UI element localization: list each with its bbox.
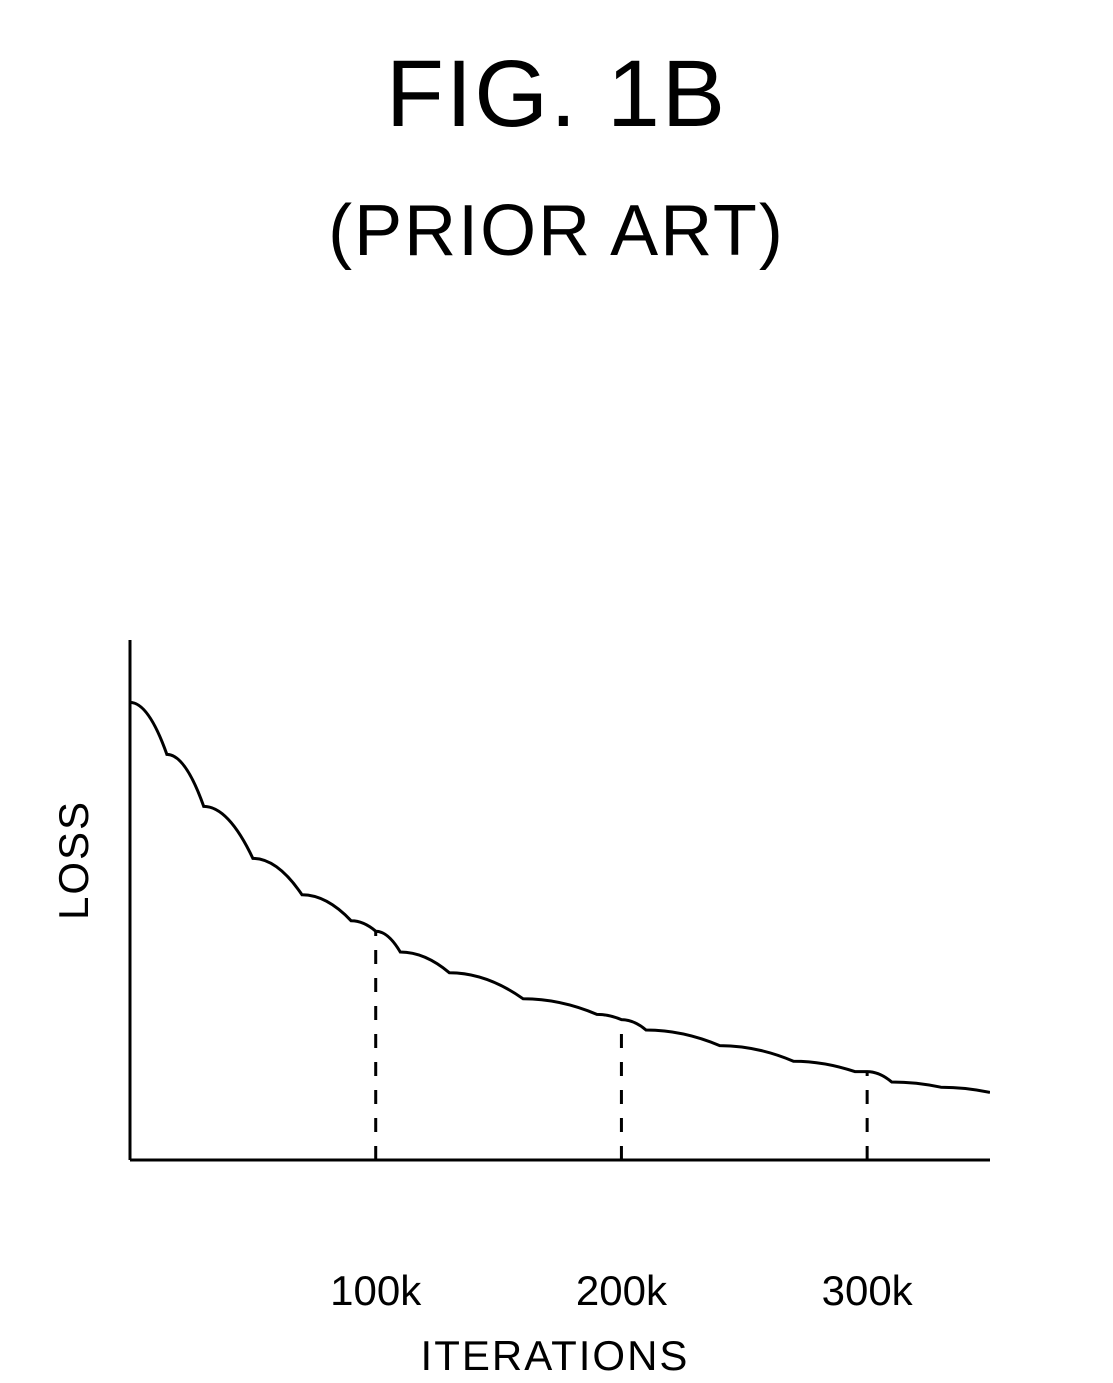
x-tick-300k: 300k (822, 1267, 913, 1315)
loss-curve (130, 702, 990, 1092)
x-axis-label: ITERATIONS (90, 1332, 1020, 1380)
y-axis-label: LOSS (50, 800, 98, 920)
figure-subtitle: (PRIOR ART) (0, 190, 1113, 272)
figure-title: FIG. 1B (0, 40, 1113, 149)
chart-svg (90, 640, 990, 1200)
loss-chart: LOSS 100k 200k 300k ITERATIONS (90, 640, 1020, 1260)
figure-page: FIG. 1B (PRIOR ART) LOSS 100k 200k 300k … (0, 0, 1113, 1383)
x-tick-100k: 100k (330, 1267, 421, 1315)
x-tick-200k: 200k (576, 1267, 667, 1315)
